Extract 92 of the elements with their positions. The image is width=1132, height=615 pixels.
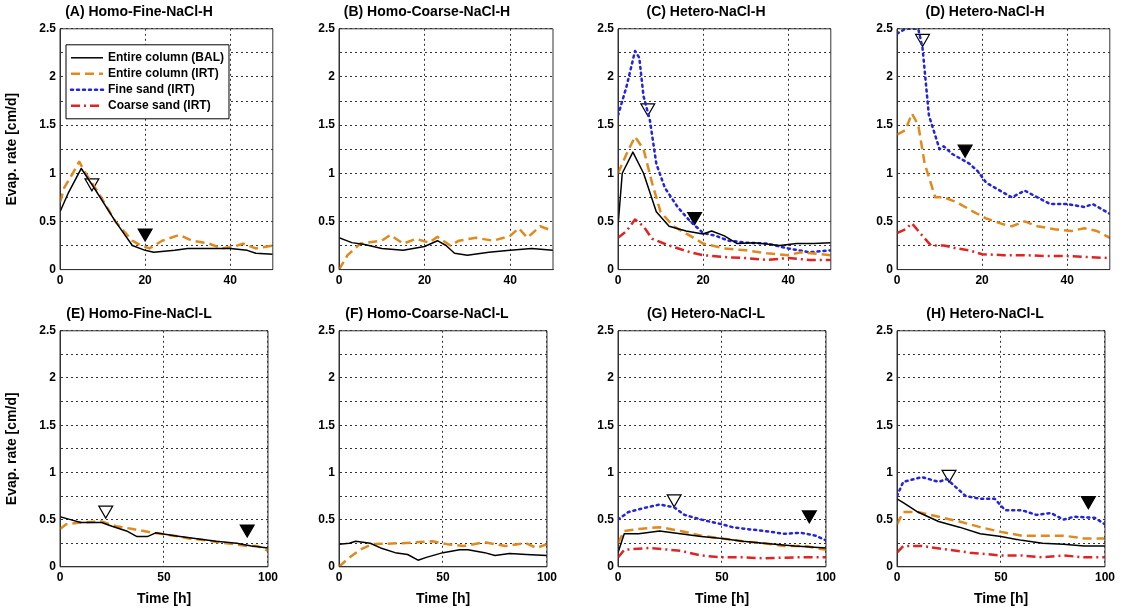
y-tick-label: 0 <box>49 559 57 574</box>
y-tick-label: 1 <box>328 165 336 180</box>
x-tick-label: 40 <box>1060 273 1075 288</box>
x-tick-label: 20 <box>696 273 711 288</box>
x-tick-label: 40 <box>503 273 518 288</box>
chart-title: (B) Homo-Coarse-NaCl-H <box>343 3 511 20</box>
y-tick-label: 2 <box>886 370 894 385</box>
y-tick-label: 2.5 <box>318 21 336 36</box>
y-tick-label: 0 <box>607 559 615 574</box>
y-tick-label: 2 <box>607 69 615 84</box>
x-axis-title: Time [h] <box>973 590 1029 607</box>
x-tick-label: 40 <box>223 273 238 288</box>
y-tick-label: 1 <box>49 165 57 180</box>
y-tick-label: 2 <box>607 370 615 385</box>
x-tick-label: 20 <box>975 273 990 288</box>
x-tick-label: 20 <box>417 273 432 288</box>
x-tick-label: 40 <box>781 273 796 288</box>
y-tick-label: 2 <box>886 69 894 84</box>
y-tick-label: 0.5 <box>318 213 336 228</box>
chart-title: (D) Hetero-NaCl-H <box>925 3 1045 20</box>
y-tick-label: 1.5 <box>597 117 615 132</box>
y-tick-label: 0 <box>328 261 336 276</box>
x-tick-label: 20 <box>138 273 153 288</box>
x-axis-title: Time [h] <box>136 590 192 607</box>
chart-title: (A) Homo-Fine-NaCl-H <box>65 3 213 20</box>
y-tick-label: 1 <box>328 464 336 479</box>
y-tick-label: 0.5 <box>597 213 615 228</box>
chart-title: (G) Hetero-NaCl-L <box>646 305 766 322</box>
y-tick-label: 2.5 <box>39 323 57 338</box>
y-tick-label: 1 <box>607 165 615 180</box>
y-tick-label: 2 <box>49 69 57 84</box>
y-tick-label: 0.5 <box>876 511 894 526</box>
y-tick-label: 0 <box>886 559 894 574</box>
y-tick-label: 0.5 <box>318 511 336 526</box>
y-tick-label: 2 <box>49 370 57 385</box>
y-tick-label: 1.5 <box>597 417 615 432</box>
legend-label: Entire column (BAL) <box>108 50 224 65</box>
legend-label: Fine sand (IRT) <box>108 82 195 97</box>
x-axis-title: Time [h] <box>415 590 471 607</box>
y-tick-label: 1.5 <box>318 117 336 132</box>
chart-title: (H) Hetero-NaCl-L <box>926 305 1045 322</box>
x-tick-label: 50 <box>715 570 729 585</box>
line-series <box>897 222 1110 260</box>
x-axis-title: Time [h] <box>694 590 750 607</box>
x-tick-label: 50 <box>994 570 1008 585</box>
line-series <box>618 135 831 257</box>
y-tick-label: 2 <box>328 69 336 84</box>
x-tick-label: 50 <box>157 570 171 585</box>
y-tick-label: 1 <box>49 464 57 479</box>
legend-label: Coarse sand (IRT) <box>108 98 211 113</box>
y-tick-label: 2.5 <box>318 323 336 338</box>
line-series <box>618 218 831 262</box>
y-tick-label: 2 <box>328 370 336 385</box>
x-tick-label: 100 <box>815 570 837 585</box>
y-tick-label: 1 <box>886 464 894 479</box>
y-tick-label: 2.5 <box>876 323 894 338</box>
x-tick-label: 100 <box>536 570 558 585</box>
line-series <box>897 28 1110 215</box>
y-tick-label: 0.5 <box>39 511 57 526</box>
y-tick-label: 2.5 <box>876 21 894 36</box>
line-series <box>897 112 1110 240</box>
x-tick-label: 50 <box>436 570 450 585</box>
y-tick-label: 1.5 <box>39 417 57 432</box>
y-axis-title: Evap. rate [cm/d] <box>3 392 20 506</box>
y-tick-label: 1 <box>886 165 894 180</box>
x-tick-label: 100 <box>1094 570 1116 585</box>
y-tick-label: 0.5 <box>876 213 894 228</box>
line-series <box>897 544 1105 559</box>
chart-title: (E) Homo-Fine-NaCl-L <box>66 305 213 322</box>
y-tick-label: 0 <box>607 261 615 276</box>
y-tick-label: 0 <box>328 559 336 574</box>
chart-title: (C) Hetero-NaCl-H <box>646 3 766 20</box>
line-series <box>897 510 1105 540</box>
y-tick-label: 1.5 <box>876 417 894 432</box>
line-series <box>618 546 826 560</box>
legend-label: Entire column (IRT) <box>108 66 219 81</box>
x-tick-label: 100 <box>257 570 279 585</box>
y-tick-label: 0 <box>49 261 57 276</box>
y-axis-title: Evap. rate [cm/d] <box>3 92 20 206</box>
y-tick-label: 2.5 <box>39 21 57 36</box>
y-tick-label: 0.5 <box>597 511 615 526</box>
y-tick-label: 1.5 <box>318 417 336 432</box>
y-tick-label: 2.5 <box>597 323 615 338</box>
y-tick-label: 1.5 <box>39 117 57 132</box>
y-tick-label: 2.5 <box>597 21 615 36</box>
line-series <box>618 49 831 254</box>
chart-title: (F) Homo-Coarse-NaCl-L <box>345 305 510 322</box>
y-tick-label: 1 <box>607 464 615 479</box>
y-tick-label: 0 <box>886 261 894 276</box>
y-tick-label: 0.5 <box>39 213 57 228</box>
line-series <box>618 525 826 552</box>
y-tick-label: 1.5 <box>876 117 894 132</box>
